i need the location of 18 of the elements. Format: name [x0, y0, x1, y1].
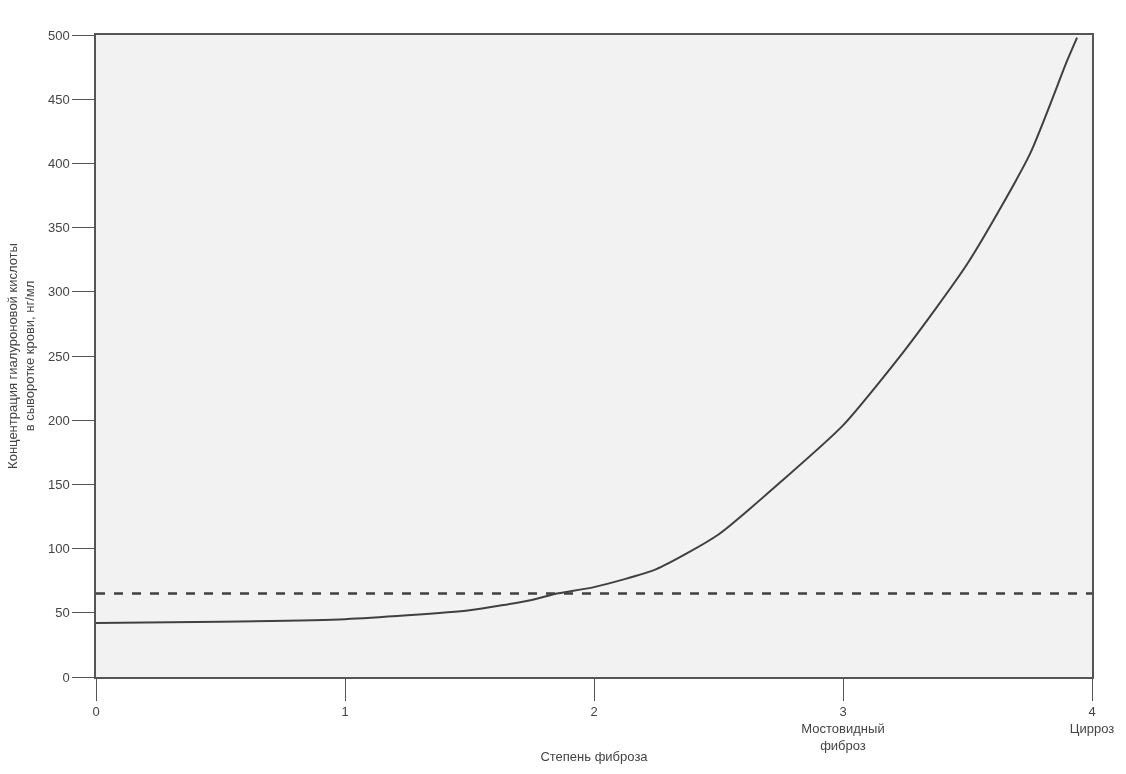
- x-axis-title: Степень фиброза: [540, 749, 649, 765]
- x-tick-label: 2: [590, 704, 598, 720]
- x-tick-label: 1: [341, 704, 349, 720]
- x-tick-label: 0: [92, 704, 100, 720]
- y-tick-label: 250: [47, 348, 70, 364]
- y-tick-label: 300: [47, 284, 70, 300]
- y-tick-label: 150: [47, 476, 70, 492]
- y-tick-label: 500: [47, 27, 70, 43]
- y-tick-label: 0: [62, 669, 70, 685]
- x-tick-label: 4 Цирроз: [1069, 704, 1115, 737]
- y-tick-label: 450: [47, 91, 70, 107]
- y-tick-label: 350: [47, 220, 70, 236]
- y-tick-label: 400: [47, 155, 70, 171]
- y-tick-label: 100: [47, 541, 70, 557]
- y-axis-title: Концентрация гиалуроновой кислоты в сыворотке крови, нг/мл: [5, 243, 38, 469]
- y-tick-label: 50: [55, 605, 70, 621]
- y-tick-label: 200: [47, 412, 70, 428]
- x-tick-label: 3 Мостовидный фиброз: [801, 704, 885, 754]
